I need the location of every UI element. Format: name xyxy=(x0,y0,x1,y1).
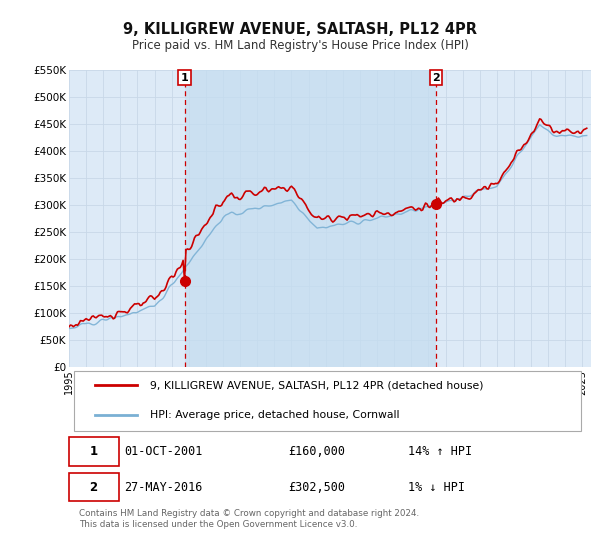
Text: 1: 1 xyxy=(89,445,98,458)
Text: Contains HM Land Registry data © Crown copyright and database right 2024.
This d: Contains HM Land Registry data © Crown c… xyxy=(79,509,419,529)
Text: 01-OCT-2001: 01-OCT-2001 xyxy=(124,445,202,458)
Text: 14% ↑ HPI: 14% ↑ HPI xyxy=(409,445,472,458)
Text: £302,500: £302,500 xyxy=(288,480,345,493)
FancyBboxPatch shape xyxy=(69,437,119,466)
Bar xyxy=(185,70,436,367)
Text: 1% ↓ HPI: 1% ↓ HPI xyxy=(409,480,466,493)
FancyBboxPatch shape xyxy=(69,473,119,501)
Text: 1: 1 xyxy=(181,73,188,82)
Text: HPI: Average price, detached house, Cornwall: HPI: Average price, detached house, Corn… xyxy=(150,410,400,420)
FancyBboxPatch shape xyxy=(74,371,581,431)
Text: Price paid vs. HM Land Registry's House Price Index (HPI): Price paid vs. HM Land Registry's House … xyxy=(131,39,469,52)
Text: 2: 2 xyxy=(89,480,98,493)
Text: 2: 2 xyxy=(432,73,439,82)
Text: 27-MAY-2016: 27-MAY-2016 xyxy=(124,480,202,493)
Text: 9, KILLIGREW AVENUE, SALTASH, PL12 4PR: 9, KILLIGREW AVENUE, SALTASH, PL12 4PR xyxy=(123,22,477,38)
Text: 9, KILLIGREW AVENUE, SALTASH, PL12 4PR (detached house): 9, KILLIGREW AVENUE, SALTASH, PL12 4PR (… xyxy=(150,380,484,390)
Text: £160,000: £160,000 xyxy=(288,445,345,458)
